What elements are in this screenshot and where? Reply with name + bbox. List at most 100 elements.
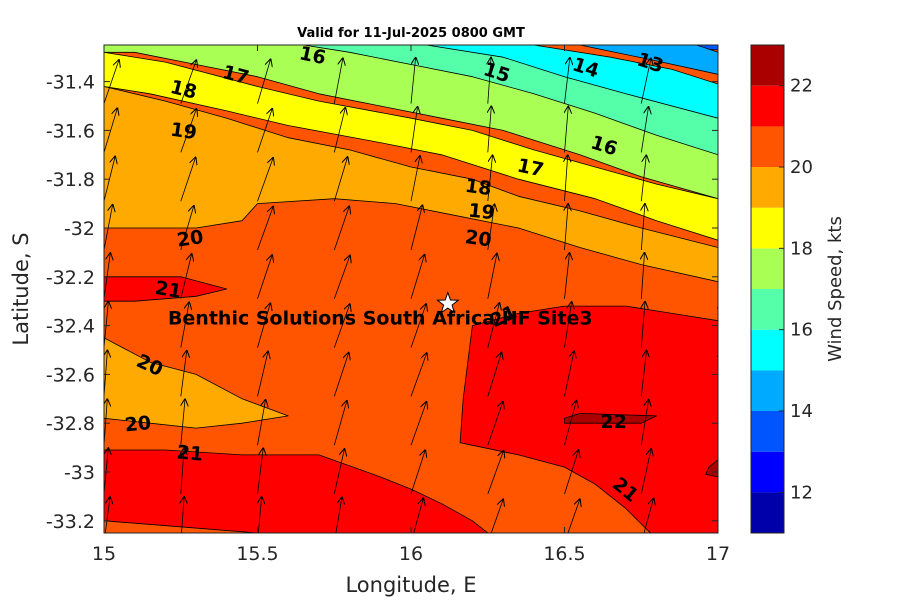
wind-vector xyxy=(180,158,196,202)
wind-vector xyxy=(490,499,503,533)
wind-vector xyxy=(717,102,718,104)
contour-label: 19 xyxy=(467,200,496,225)
colorbar-tick-label: 20 xyxy=(790,157,813,178)
colorbar-swatch xyxy=(751,370,784,411)
wind-vector xyxy=(333,58,343,104)
wind-vector xyxy=(410,353,427,397)
wind-vector xyxy=(104,108,117,153)
wind-vector xyxy=(257,448,264,495)
wind-vector xyxy=(488,58,491,104)
wind-vector xyxy=(257,303,271,348)
wind-vector xyxy=(333,157,347,202)
wind-vector xyxy=(410,107,418,153)
x-axis-ticks: 15 15.5 16 16.5 17 xyxy=(92,45,730,565)
wind-vector xyxy=(180,109,197,153)
x-tick-label: 17 xyxy=(706,543,730,565)
wind-vector xyxy=(180,351,187,397)
wind-vector xyxy=(640,156,646,202)
colorbar-tick-label: 14 xyxy=(790,401,813,422)
wind-vector xyxy=(257,60,271,104)
chart-title: Valid for 11-Jul-2025 0800 GMT xyxy=(297,26,525,41)
contour-region-19 xyxy=(104,337,289,429)
y-tick-label: -32.8 xyxy=(46,413,95,435)
wind-vector xyxy=(487,254,497,299)
colorbar: 12 14 16 18 20 22 xyxy=(750,44,813,534)
y-tick-label: -32.4 xyxy=(46,316,95,338)
wind-vector xyxy=(104,302,108,348)
x-tick-label: 15.5 xyxy=(236,543,278,565)
wind-vector xyxy=(718,399,722,445)
wind-vector xyxy=(640,107,648,153)
colorbar-tick-label: 18 xyxy=(790,238,813,259)
wind-vector xyxy=(335,497,342,533)
wind-vector xyxy=(640,449,651,495)
wind-vector xyxy=(488,107,492,153)
wind-vector xyxy=(257,255,273,299)
wind-vector xyxy=(567,499,580,533)
wind-vector xyxy=(104,448,108,495)
contour-region-21 xyxy=(104,276,228,302)
y-tick-label: -31.6 xyxy=(46,120,95,142)
wind-vector xyxy=(643,499,653,533)
contour-region-22 xyxy=(705,459,718,478)
contour-label: 16 xyxy=(297,42,327,69)
y-tick-label: -31.8 xyxy=(46,169,95,191)
contour-label: 21 xyxy=(153,277,183,303)
colorbar-label: Wind Speed, kts xyxy=(825,216,846,362)
wind-vector xyxy=(487,402,503,446)
y-tick-label: -33.2 xyxy=(46,511,95,533)
wind-vector xyxy=(104,253,110,299)
y-tick-label: -31.4 xyxy=(46,72,95,94)
contour-region-18 xyxy=(104,51,718,241)
wind-vector xyxy=(487,303,500,348)
colorbar-swatch xyxy=(751,451,784,493)
wind-vector xyxy=(257,352,269,397)
plot-area: 1314151617181916171819202021202021222121… xyxy=(103,42,726,542)
wind-vector xyxy=(104,205,113,251)
wind-vector xyxy=(180,302,189,348)
wind-vector xyxy=(333,108,345,153)
colorbar-frame xyxy=(750,44,785,534)
wind-vector xyxy=(180,60,197,104)
wind-vector xyxy=(333,207,349,251)
wind-vector xyxy=(487,353,502,397)
wind-vector xyxy=(333,304,350,348)
wind-vector xyxy=(410,205,422,251)
wind-vector xyxy=(717,247,718,250)
colorbar-swatch xyxy=(751,248,784,289)
wind-vector xyxy=(410,58,416,104)
y-axis-label: Latitude, S xyxy=(9,232,33,345)
wind-vector xyxy=(410,255,425,299)
wind-vector xyxy=(641,253,644,299)
contour-region-17 xyxy=(104,45,718,200)
wind-vector xyxy=(487,155,493,202)
contour-label: 20 xyxy=(464,226,493,251)
wind-vector xyxy=(180,254,192,299)
y-tick-label: -33 xyxy=(64,462,95,484)
wind-vector xyxy=(181,448,184,495)
colorbar-swatch xyxy=(751,411,784,452)
wind-vector xyxy=(641,302,645,348)
wind-vector xyxy=(410,304,426,348)
wind-vector xyxy=(718,302,722,348)
wind-vector xyxy=(640,400,648,446)
wind-vector xyxy=(410,450,425,495)
wind-vector xyxy=(640,351,646,397)
x-tick-label: 16 xyxy=(399,543,423,565)
wind-vector xyxy=(487,451,504,495)
y-tick-label: -32.6 xyxy=(46,364,95,386)
wind-vector xyxy=(641,204,645,251)
wind-vector xyxy=(333,449,344,495)
wind-vector xyxy=(564,450,579,495)
wind-vector xyxy=(257,109,273,153)
y-tick-label: -32.2 xyxy=(46,267,95,289)
wind-vector xyxy=(564,58,570,104)
contour-region-14 xyxy=(502,45,718,75)
wind-vector xyxy=(718,497,726,542)
wind-vector xyxy=(717,295,718,299)
wind-vector xyxy=(565,204,569,251)
site-label: Benthic Solutions South Africa HF Site3 xyxy=(168,308,593,330)
wind-vector xyxy=(564,302,572,348)
